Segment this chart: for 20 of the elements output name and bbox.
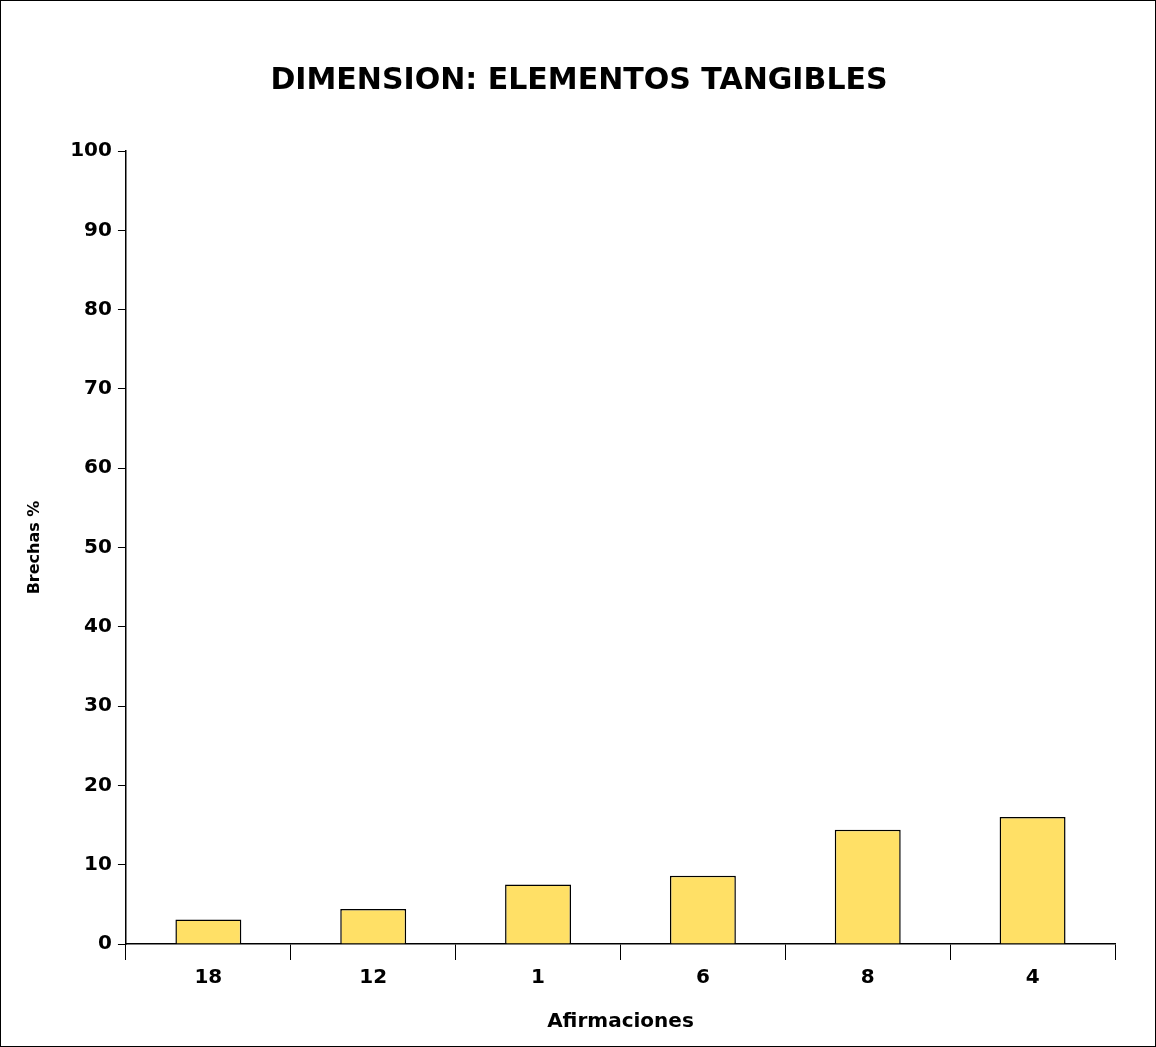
x-tick-label: 12 [359, 964, 388, 989]
y-tick-label: 20 [84, 771, 112, 796]
x-tick-label: 1 [531, 964, 546, 989]
x-axis-title: Afirmaciones [547, 1008, 694, 1033]
x-tick-label: 6 [695, 964, 710, 989]
y-tick-label: 60 [84, 454, 112, 479]
y-tick-label: 30 [84, 692, 112, 717]
y-tick-label: 80 [84, 295, 112, 320]
x-tick-label: 4 [1025, 964, 1040, 989]
x-tick-label: 8 [860, 964, 875, 989]
chart-title: DIMENSION: ELEMENTOS TANGIBLES [269, 61, 889, 96]
y-tick-label: 0 [98, 930, 112, 955]
y-tick-label: 100 [70, 137, 112, 162]
y-tick-label: 50 [84, 533, 112, 558]
y-tick-label: 90 [84, 216, 112, 241]
x-tick-label: 18 [194, 964, 223, 989]
y-tick-label: 70 [84, 375, 112, 400]
y-axis-title: Brechas % [23, 500, 43, 595]
y-tick-label: 10 [84, 850, 112, 875]
y-tick-label: 40 [84, 613, 112, 637]
